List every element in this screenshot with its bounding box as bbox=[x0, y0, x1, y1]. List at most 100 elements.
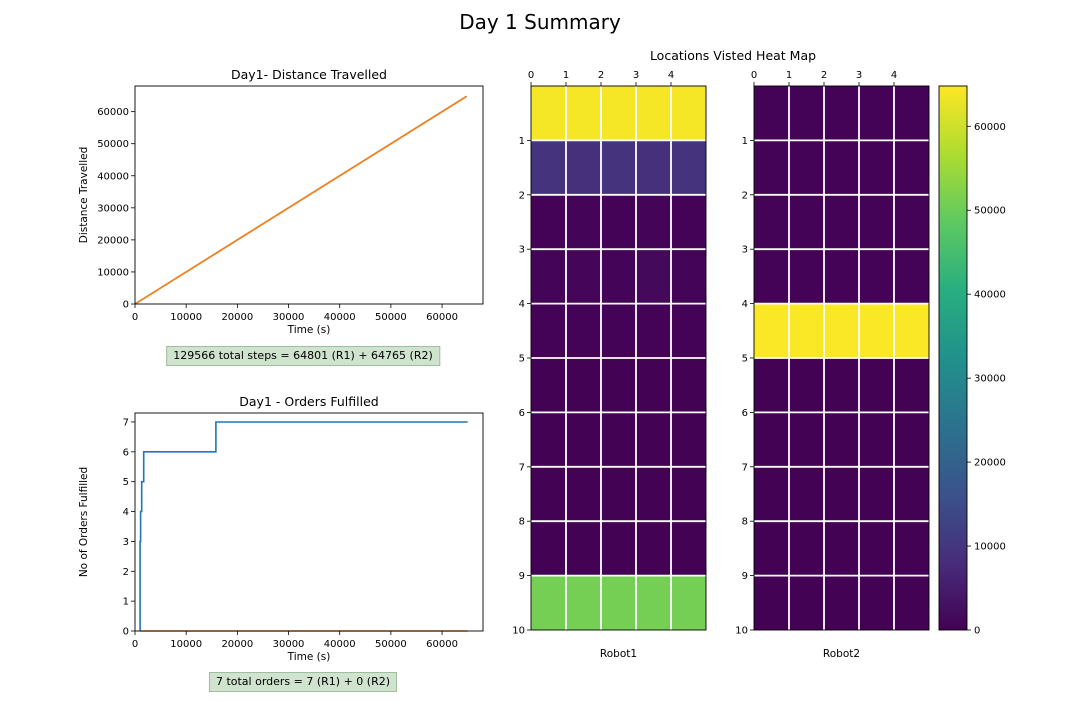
heatmap-cell bbox=[754, 140, 789, 195]
heatmap-cell bbox=[859, 194, 894, 250]
x-axis-label: Time (s) bbox=[287, 651, 331, 663]
heatmap-cell bbox=[824, 303, 859, 358]
heatmap-cell bbox=[789, 249, 824, 304]
x-tick-label: 60000 bbox=[426, 312, 458, 323]
heatmap-cell bbox=[894, 466, 929, 522]
heatmap-cell bbox=[894, 521, 929, 576]
y-tick-label: 6 bbox=[123, 447, 129, 458]
heatmap-cell bbox=[531, 358, 566, 413]
heatmap-cell bbox=[636, 249, 671, 304]
heatmap-cell bbox=[566, 575, 601, 630]
heatmap-cell bbox=[671, 466, 706, 522]
heatmap-cell bbox=[789, 194, 824, 250]
heatmap-cell bbox=[671, 140, 706, 195]
y-tick-label: 50000 bbox=[97, 139, 129, 150]
x-tick-label: 30000 bbox=[273, 312, 305, 323]
heatmap-cell bbox=[601, 249, 636, 304]
x-tick-label: 2 bbox=[598, 70, 604, 81]
y-tick-label: 30000 bbox=[97, 203, 129, 214]
plot-frame bbox=[134, 85, 484, 305]
heatmap-cell bbox=[894, 86, 929, 141]
heatmap-cell bbox=[754, 303, 789, 358]
heatmap-cell bbox=[671, 194, 706, 250]
heatmap-cell bbox=[531, 140, 566, 195]
heatmap-cell bbox=[671, 303, 706, 358]
colorbar-tick-label: 20000 bbox=[974, 458, 1006, 469]
heatmap-cell bbox=[566, 194, 601, 250]
heatmap-cell bbox=[671, 358, 706, 413]
heatmap-cell bbox=[636, 575, 671, 630]
heatmap-cell bbox=[531, 466, 566, 522]
x-tick-label: 10000 bbox=[170, 312, 202, 323]
heatmap-cell bbox=[566, 86, 601, 141]
x-tick-label: 0 bbox=[132, 312, 138, 323]
heatmap-cell bbox=[824, 575, 859, 630]
heatmap-cell bbox=[824, 140, 859, 195]
heatmap-cell bbox=[531, 575, 566, 630]
y-tick-label: 8 bbox=[742, 517, 748, 528]
colorbar: 0 10000 20000 30000 40000 50000 60000 bbox=[938, 85, 1006, 637]
heatmap-cell bbox=[754, 358, 789, 413]
y-tick-label: 20000 bbox=[97, 235, 129, 246]
y-tick-label: 60000 bbox=[97, 107, 129, 118]
heatmap-cell bbox=[566, 140, 601, 195]
x-tick-label: 3 bbox=[633, 70, 639, 81]
y-tick-label: 1 bbox=[519, 136, 525, 147]
colorbar-tick-label: 50000 bbox=[974, 206, 1006, 217]
y-tick-label: 7 bbox=[742, 462, 748, 473]
y-tick-label: 5 bbox=[519, 354, 525, 365]
heatmap-cell bbox=[531, 412, 566, 467]
heatmap-cell bbox=[859, 575, 894, 630]
x-axis-label: Time (s) bbox=[287, 324, 331, 336]
heatmap-cell bbox=[859, 466, 894, 522]
heatmap-cell bbox=[754, 466, 789, 522]
x-tick-label: 2 bbox=[821, 70, 827, 81]
y-tick-label: 3 bbox=[123, 537, 129, 548]
series-line-1 bbox=[139, 421, 468, 631]
x-tick-label: 30000 bbox=[273, 639, 305, 650]
x-tick-label: 0 bbox=[751, 70, 757, 81]
heatmap-cell bbox=[601, 358, 636, 413]
heatmap-cell bbox=[566, 521, 601, 576]
heatmap-cell bbox=[789, 86, 824, 141]
y-tick-label: 9 bbox=[519, 571, 525, 582]
colorbar-tick-label: 40000 bbox=[974, 290, 1006, 301]
x-axis-label: Robot1 bbox=[600, 648, 637, 660]
colorbar-tick-label: 10000 bbox=[974, 542, 1006, 553]
heatmap-cell bbox=[754, 575, 789, 630]
y-tick-label: 5 bbox=[123, 477, 129, 488]
heatmap-cell bbox=[636, 466, 671, 522]
y-tick-label: 0 bbox=[123, 300, 129, 311]
heatmap-cell bbox=[789, 140, 824, 195]
heatmap-robot2: 0 1 2 3 4 1 2 3 4 5 6 7 8 9 10 Robot2 bbox=[735, 70, 930, 660]
heatmap-cell bbox=[824, 358, 859, 413]
y-tick-label: 9 bbox=[742, 571, 748, 582]
y-tick-label: 0 bbox=[123, 627, 129, 638]
x-tick-label: 20000 bbox=[221, 639, 253, 650]
x-tick-label: 4 bbox=[891, 70, 897, 81]
colorbar-tick-label: 0 bbox=[974, 626, 980, 637]
heatmap-cell bbox=[636, 358, 671, 413]
heatmap-cell bbox=[894, 575, 929, 630]
y-tick-label: 3 bbox=[519, 245, 525, 256]
heatmap-cell bbox=[566, 249, 601, 304]
y-tick-label: 4 bbox=[742, 299, 748, 310]
orders-fulfilled-chart: Day1 - Orders Fulfilled 0 10000 20000 30000 4… bbox=[78, 394, 484, 663]
figure-title: Day 1 Summary bbox=[459, 10, 621, 34]
distance-summary-box: 129566 total steps = 64801 (R1) + 64765 … bbox=[166, 346, 440, 366]
heatmap-cell bbox=[894, 249, 929, 304]
heatmap-cell bbox=[531, 86, 566, 141]
heatmap-cell bbox=[601, 575, 636, 630]
y-tick-label: 3 bbox=[742, 245, 748, 256]
x-tick-label: 60000 bbox=[426, 639, 458, 650]
heatmap-cell bbox=[671, 575, 706, 630]
y-tick-label: 6 bbox=[519, 408, 525, 419]
heatmap-cell bbox=[636, 140, 671, 195]
x-axis-label: Robot2 bbox=[823, 648, 860, 660]
heatmap-cell bbox=[754, 249, 789, 304]
heatmap-robot1: 0 1 2 3 4 1 2 3 4 5 6 7 8 9 10 Robot1 bbox=[512, 70, 707, 660]
x-tick-label: 1 bbox=[786, 70, 792, 81]
heatmap-cell bbox=[859, 249, 894, 304]
heatmap-cell bbox=[671, 521, 706, 576]
heatmap-cell bbox=[824, 412, 859, 467]
